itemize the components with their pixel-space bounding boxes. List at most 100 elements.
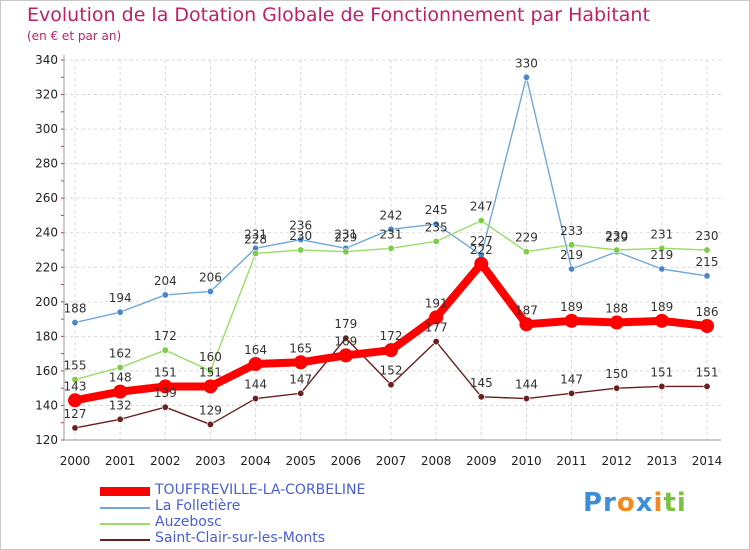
data-point xyxy=(297,246,305,254)
data-point xyxy=(158,379,173,394)
data-point xyxy=(519,317,534,332)
x-tick-label: 2002 xyxy=(150,454,181,468)
data-point xyxy=(658,265,666,273)
data-label: 148 xyxy=(109,371,132,385)
data-point xyxy=(116,415,124,423)
data-label: 235 xyxy=(425,220,448,234)
data-point xyxy=(568,265,576,273)
data-label: 231 xyxy=(334,227,357,241)
y-tick-label: 140 xyxy=(35,398,58,412)
y-tick-label: 180 xyxy=(35,329,58,343)
data-point xyxy=(387,225,395,233)
data-point xyxy=(206,287,214,295)
data-label: 191 xyxy=(425,296,448,310)
data-label: 147 xyxy=(289,372,312,386)
legend-label: Saint-Clair-sur-les-Monts xyxy=(155,530,326,546)
data-point xyxy=(429,310,444,325)
data-label: 231 xyxy=(380,227,403,241)
y-tick-label: 200 xyxy=(35,295,58,309)
data-point xyxy=(71,376,79,384)
data-point xyxy=(161,346,169,354)
data-point xyxy=(703,246,711,254)
data-point xyxy=(658,382,666,390)
data-label: 152 xyxy=(380,364,403,378)
data-label: 165 xyxy=(289,341,312,355)
y-tick-label: 320 xyxy=(35,88,58,102)
data-label: 231 xyxy=(650,227,673,241)
data-point xyxy=(293,355,308,370)
data-label: 127 xyxy=(64,407,87,421)
data-point xyxy=(338,348,353,363)
data-label: 330 xyxy=(515,56,538,70)
data-point xyxy=(248,357,263,371)
data-point xyxy=(71,424,79,432)
data-point xyxy=(71,319,79,327)
x-tick-label: 2013 xyxy=(647,454,678,468)
chart-subtitle: (en € et par an) xyxy=(27,29,122,43)
data-label: 229 xyxy=(334,231,357,245)
legend-swatch xyxy=(100,523,150,525)
data-label: 143 xyxy=(64,379,87,393)
x-tick-label: 2012 xyxy=(601,454,632,468)
data-label: 236 xyxy=(289,219,312,233)
y-tick-label: 160 xyxy=(35,364,58,378)
data-point xyxy=(116,308,124,316)
data-point xyxy=(387,244,395,252)
logo-part: Pr xyxy=(583,488,617,518)
data-label: 151 xyxy=(154,365,177,379)
data-point xyxy=(477,393,485,401)
legend-label: La Folletière xyxy=(155,498,241,514)
data-label: 189 xyxy=(560,300,583,314)
axes: 120 140 160 180 200 220 240 260 280 300 320 340 2000… xyxy=(35,53,722,468)
y-tick-label: 260 xyxy=(35,191,58,205)
grid xyxy=(64,59,721,441)
x-tick-label: 2000 xyxy=(60,454,91,468)
x-tick-label: 2005 xyxy=(285,454,316,468)
x-tick-label: 2011 xyxy=(556,454,587,468)
data-label: 222 xyxy=(470,243,493,257)
data-point xyxy=(116,363,124,371)
series-3 xyxy=(71,217,711,384)
x-tick-label: 2001 xyxy=(105,454,136,468)
x-tick-label: 2010 xyxy=(511,454,542,468)
proxiti-logo: Proxiti xyxy=(583,488,687,518)
data-point xyxy=(568,389,576,397)
x-tick-label: 2009 xyxy=(466,454,497,468)
data-point xyxy=(613,384,621,392)
data-point xyxy=(432,237,440,245)
data-label: 150 xyxy=(605,367,628,381)
data-point xyxy=(206,420,214,428)
data-point xyxy=(203,379,218,394)
data-point xyxy=(522,73,530,81)
data-point xyxy=(613,246,621,254)
logo-part: o xyxy=(616,488,636,518)
x-tick-label: 2007 xyxy=(376,454,407,468)
data-point xyxy=(522,395,530,403)
series-4 xyxy=(71,334,711,432)
data-label: 194 xyxy=(109,291,132,305)
data-point xyxy=(474,256,489,271)
data-point xyxy=(342,334,350,342)
data-label: 132 xyxy=(109,398,132,412)
x-tick-label: 2003 xyxy=(195,454,226,468)
data-label: 169 xyxy=(334,334,357,348)
legend-label: Auzebosc xyxy=(155,514,222,530)
y-tick-label: 240 xyxy=(35,226,58,240)
legend-label: TOUFFREVILLE-LA-CORBELINE xyxy=(155,482,366,498)
y-tick-label: 340 xyxy=(35,53,58,67)
data-label: 204 xyxy=(154,274,177,288)
data-label: 172 xyxy=(154,329,177,343)
data-point xyxy=(568,241,576,249)
data-label: 230 xyxy=(605,229,628,243)
data-point xyxy=(161,291,169,299)
data-label: 179 xyxy=(334,317,357,331)
data-label: 233 xyxy=(560,224,583,238)
series-2 xyxy=(71,73,711,327)
series-1 xyxy=(68,256,714,408)
data-label: 228 xyxy=(244,232,267,246)
data-point xyxy=(297,389,305,397)
data-point xyxy=(522,248,530,256)
data-label: 188 xyxy=(605,302,628,316)
